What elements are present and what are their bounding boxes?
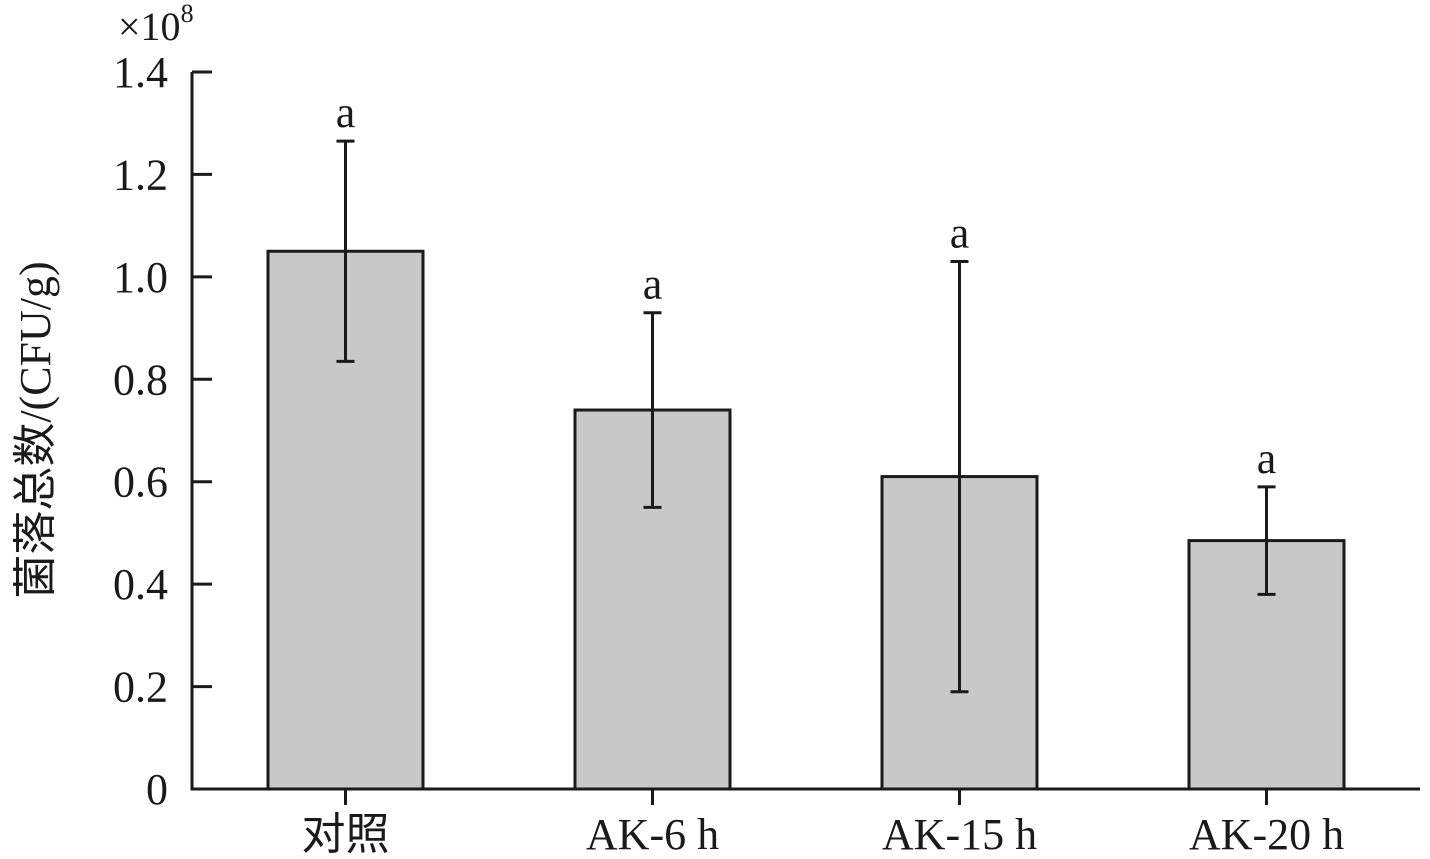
multiplier-base: ×10: [118, 4, 181, 49]
y-tick-label: 1.4: [113, 48, 168, 97]
error-bars: [336, 139, 1276, 694]
significance-label: a: [950, 208, 970, 257]
bars: [266, 249, 1346, 791]
multiplier-label: ×108: [118, 0, 194, 49]
y-tick-label: 1.2: [113, 150, 168, 199]
labels: a 对照 a AK-6 h a AK-15 h a AK-20 h: [302, 88, 1345, 859]
y-tick-label: 0.6: [113, 458, 168, 507]
y-tick-label: 0.4: [113, 560, 168, 609]
significance-label: a: [1257, 434, 1277, 483]
multiplier-exponent: 8: [181, 0, 194, 28]
significance-label: a: [336, 88, 356, 137]
y-axis-title: 菌落总数/(CFU/g): [11, 261, 60, 598]
x-tick-label: 对照: [302, 810, 390, 859]
y-tick-label: 0: [146, 765, 168, 814]
x-tick-label: AK-15 h: [882, 810, 1037, 859]
y-tick-label: 1.0: [113, 253, 168, 302]
x-tick-label: AK-6 h: [586, 810, 719, 859]
y-tick-label: 0.2: [113, 663, 168, 712]
y-tick-label: 0.8: [113, 355, 168, 404]
significance-label: a: [643, 260, 663, 309]
x-tick-label: AK-20 h: [1189, 810, 1344, 859]
